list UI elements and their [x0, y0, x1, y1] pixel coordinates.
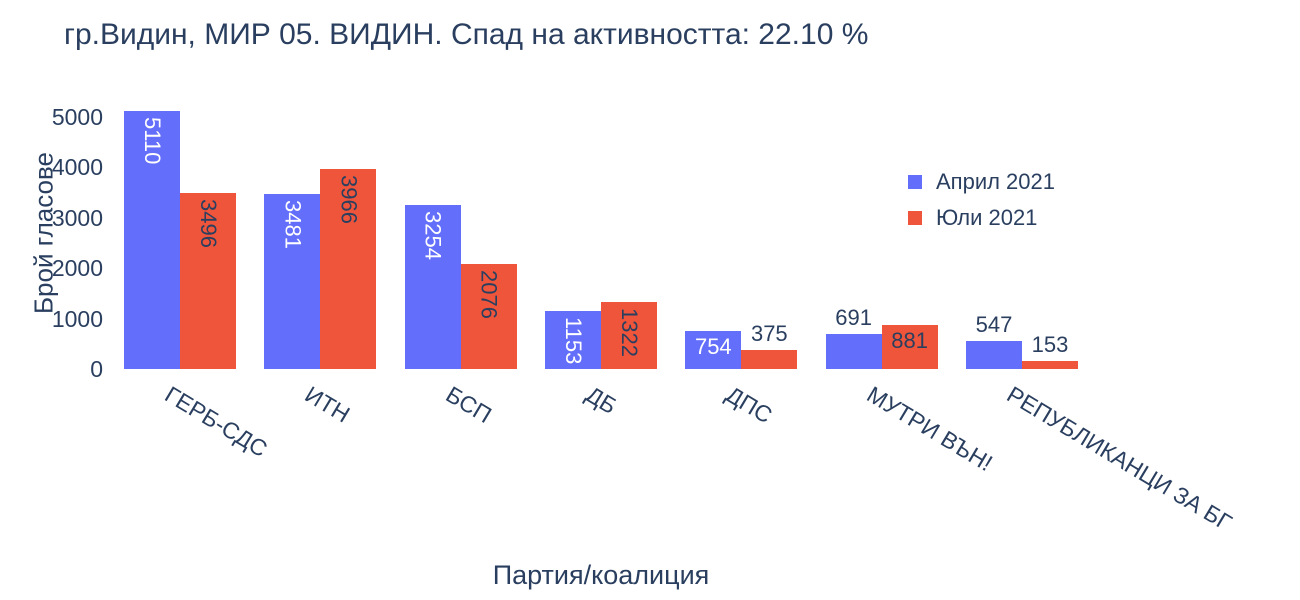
bar: [544, 310, 601, 369]
legend-item-july-2021[interactable]: Юли 2021: [908, 200, 1055, 236]
bar-value-label: 3966: [336, 175, 362, 225]
bar: [404, 204, 461, 369]
bar: [320, 169, 377, 369]
bar: [1021, 361, 1078, 369]
bar-value-label: 375: [750, 321, 788, 347]
x-tick-label: БСП: [441, 381, 496, 429]
legend: Април 2021 Юли 2021: [908, 164, 1055, 236]
bar: [460, 264, 517, 369]
bar-value-label: 881: [891, 327, 928, 353]
bar: [600, 302, 657, 369]
chart-title: гр.Видин, МИР 05. ВИДИН. Спад на активно…: [64, 18, 869, 51]
bar: [741, 350, 798, 369]
bar-value-label: 1322: [616, 308, 642, 358]
bar: [685, 330, 742, 369]
bar-value-label: 2076: [476, 270, 502, 320]
bar-value-label: 547: [975, 312, 1013, 338]
y-tick-label: 5000: [51, 104, 103, 130]
y-tick-label: 3000: [51, 204, 103, 231]
bar-value-label: 3496: [196, 198, 221, 248]
legend-swatch-july-icon: [908, 211, 922, 225]
y-tick-label: 4000: [51, 154, 103, 181]
x-tick-label: ИТН: [300, 381, 355, 428]
bar: [825, 334, 882, 369]
legend-item-april-2021[interactable]: Април 2021: [908, 164, 1055, 200]
x-tick-label: ДБ: [581, 381, 622, 420]
bar: [264, 193, 321, 369]
legend-label-april: Април 2021: [936, 169, 1056, 194]
bar-value-label: 5110: [140, 117, 165, 165]
legend-swatch-april-icon: [908, 175, 922, 189]
x-tick-label: ДПС: [721, 381, 778, 429]
bar-value-label: 153: [1031, 332, 1069, 358]
x-tick-label: МУТРИ ВЪН!: [862, 381, 997, 477]
y-tick-label: 2000: [51, 255, 103, 282]
bar: [965, 341, 1022, 369]
bar: [180, 192, 236, 369]
bar-value-label: 1153: [560, 316, 586, 365]
bar-value-label: 3481: [280, 199, 306, 249]
bar-value-label: 691: [835, 305, 872, 331]
bar: [124, 111, 180, 369]
legend-label-july: Юли 2021: [936, 205, 1038, 230]
y-tick-label: 0: [90, 356, 103, 382]
bar-value-label: 3254: [420, 210, 446, 260]
bar: [881, 324, 938, 369]
x-axis-title: Партия/коалиция: [492, 560, 710, 590]
y-tick-label: 1000: [51, 305, 103, 332]
bar-value-label: 754: [694, 333, 732, 359]
x-tick-label: РЕПУБЛИКАНЦИ ЗА БГ: [1002, 381, 1237, 536]
x-tick-label: ГЕРБ-СДС: [160, 381, 272, 463]
